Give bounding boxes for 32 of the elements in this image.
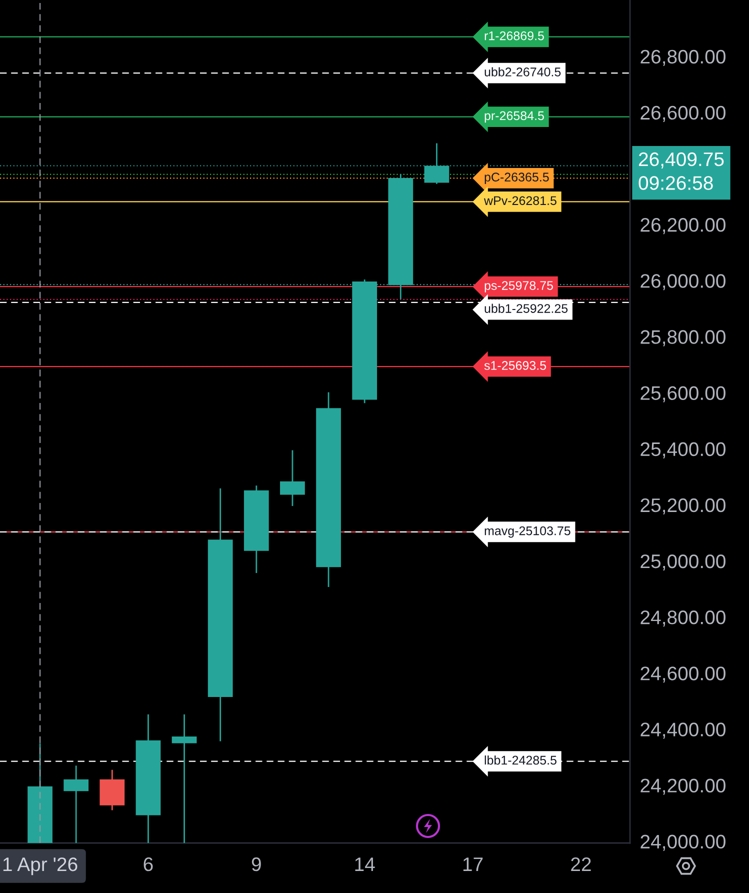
ref-line-label: pC-26365.5 — [484, 172, 549, 184]
ref-line-label: pr-26584.5 — [484, 111, 544, 123]
x-tick-label: 17 — [463, 858, 483, 871]
ref-line-label: ps-25978.75 — [484, 281, 553, 292]
y-tick-label: 24,600.00 — [640, 666, 726, 683]
y-tick-label: 25,000.00 — [640, 554, 726, 571]
y-tick-label: 25,800.00 — [640, 330, 726, 346]
y-tick-label: 26,600.00 — [640, 106, 726, 122]
x-tick-label: 6 — [144, 857, 153, 872]
x-tick-label: 1 Apr '26 — [3, 857, 78, 876]
ref-line-label: r1-26869.5 — [484, 31, 544, 40]
y-tick-label: 26,000.00 — [640, 274, 726, 290]
ref-line-label: mavg-25103.75 — [484, 526, 570, 538]
ref-line-label: lbb1-24285.5 — [484, 755, 556, 765]
ref-line-label: ubb1-25922.25 — [484, 304, 568, 313]
y-tick-label: 25,600.00 — [640, 386, 726, 402]
candlestick — [172, 714, 197, 843]
ref-line-label: ubb2-26740.5 — [484, 67, 561, 76]
y-tick-label: 24,200.00 — [640, 778, 726, 795]
y-tick-label: 25,200.00 — [640, 498, 726, 514]
x-tick-label: 14 — [355, 858, 375, 871]
y-tick-label: 24,400.00 — [640, 722, 726, 739]
ref-line-label: wPv-26281.5 — [484, 196, 556, 206]
y-tick-label: 25,400.00 — [640, 442, 726, 458]
x-tick-label: 22 — [571, 857, 591, 871]
y-tick-label: 26,200.00 — [640, 218, 726, 234]
ref-line-label: s1-25693.5 — [484, 361, 546, 370]
x-tick-label: 9 — [252, 857, 261, 872]
y-tick-label: 26,800.00 — [640, 50, 726, 66]
y-tick-label: 24,800.00 — [640, 610, 726, 627]
y-tick-label: 24,000.00 — [640, 834, 726, 851]
ref-line-label: 26,409.75 09:26:58 — [638, 152, 724, 190]
